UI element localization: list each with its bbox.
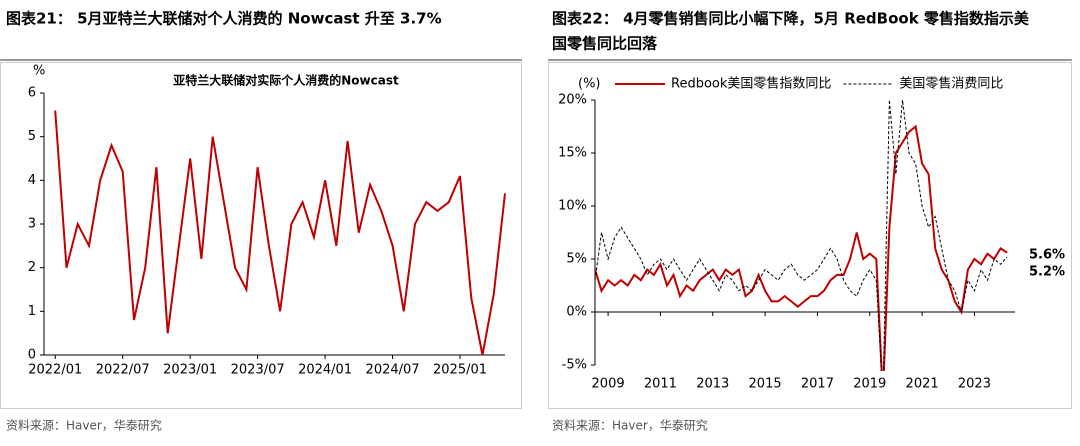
source: 资料来源：Haver，华泰研究	[552, 418, 708, 433]
x-tick-label: 2015	[749, 377, 782, 392]
annotation: 5.6%	[1029, 248, 1065, 263]
y-tick-label: 5%	[566, 252, 587, 267]
series-line	[54, 110, 506, 356]
y-tick-label: 1	[28, 304, 36, 319]
y-tick-label: 0	[28, 348, 36, 363]
y-tick-label: 2	[28, 260, 36, 275]
series-line	[595, 99, 1008, 371]
x-tick-label: 2024/07	[366, 363, 420, 378]
x-tick-label: 2013	[696, 377, 729, 392]
series-line	[595, 124, 1008, 371]
x-tick-label: 2011	[644, 377, 677, 392]
y-tick-label: -5%	[562, 358, 587, 373]
y-tick-label: 0%	[566, 305, 587, 320]
x-tick-label: 2023/01	[163, 363, 217, 378]
x-tick-label: 2024/01	[298, 363, 352, 378]
annotation: 5.2%	[1029, 265, 1065, 280]
x-tick-label: 2023	[958, 377, 991, 392]
y-tick-label: 6	[28, 86, 36, 101]
x-tick-label: 2021	[906, 377, 939, 392]
x-tick-label: 2022/07	[96, 363, 150, 378]
x-tick-label: 2009	[592, 377, 625, 392]
y-label: %	[33, 64, 45, 79]
chart-title: 国零售同比回落	[552, 35, 658, 53]
legend-label: Redbook美国零售指数同比	[671, 76, 831, 92]
source: 资料来源：Haver，华泰研究	[6, 418, 162, 433]
x-tick-label: 2017	[801, 377, 834, 392]
y-label: (%)	[578, 77, 601, 92]
y-tick-label: 15%	[558, 146, 587, 161]
plot-area	[595, 99, 1008, 371]
inner-title: 亚特兰大联储对实际个人消费的Nowcast	[173, 73, 399, 88]
plot-area	[54, 110, 506, 356]
chart-title: 图表22： 4月零售销售同比小幅下降，5月 RedBook 零售指数指示美	[552, 10, 1030, 28]
x-tick-label: 2023/07	[231, 363, 285, 378]
y-tick-label: 20%	[558, 93, 587, 108]
chart-frame	[548, 62, 1072, 409]
y-tick-label: 10%	[558, 199, 587, 214]
x-tick-label: 2025/01	[433, 363, 487, 378]
y-tick-label: 3	[28, 217, 36, 232]
legend-label: 美国零售消费同比	[899, 76, 1003, 92]
chart-title: 图表21： 5月亚特兰大联储对个人消费的 Nowcast 升至 3.7%	[6, 10, 442, 28]
chart-frame	[0, 62, 522, 409]
x-tick-label: 2022/01	[28, 363, 82, 378]
y-tick-label: 4	[28, 173, 36, 188]
y-tick-label: 5	[28, 129, 36, 144]
x-tick-label: 2019	[853, 377, 886, 392]
